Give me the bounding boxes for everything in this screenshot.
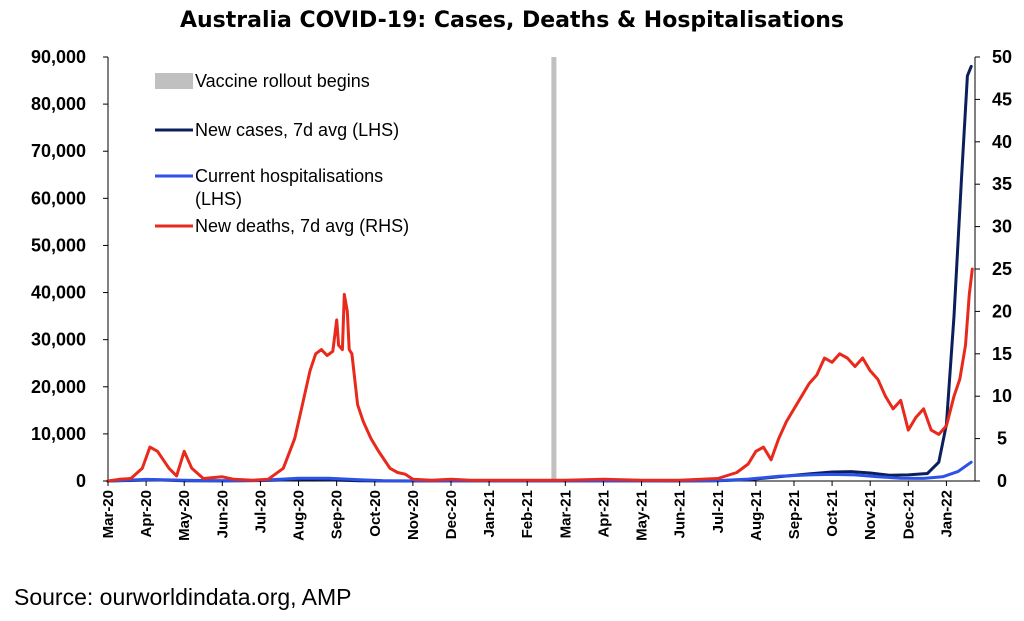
source-note: Source: ourworldindata.org, AMP: [14, 584, 352, 610]
x-tick-label: May-20: [176, 490, 193, 541]
y-right-tick-label: 20: [992, 301, 1012, 321]
x-tick-label: Oct-21: [824, 490, 841, 537]
x-tick-label: Jul-20: [252, 490, 269, 533]
y-right-tick-label: 50: [992, 47, 1012, 67]
x-tick-label: Dec-20: [443, 490, 460, 539]
x-tick-label: Aug-21: [748, 490, 765, 541]
legend-label-3: New deaths, 7d avg (RHS): [195, 216, 409, 236]
y-right-tick-label: 40: [992, 132, 1012, 152]
x-tick-label: Mar-21: [557, 490, 574, 538]
x-tick-label: Sep-20: [329, 490, 346, 539]
y-right-tick-label: 15: [992, 344, 1012, 364]
vaccine-rollout-line: [551, 57, 557, 481]
y-right-tick-label: 0: [997, 471, 1007, 491]
y-left-tick-label: 70,000: [31, 141, 86, 161]
y-right-tick-label: 30: [992, 217, 1012, 237]
legend-label-0: Vaccine rollout begins: [195, 71, 370, 91]
legend-label-1: New cases, 7d avg (LHS): [195, 120, 399, 140]
x-tick-label: Apr-21: [595, 490, 612, 538]
y-left-tick-label: 40,000: [31, 283, 86, 303]
x-tick-label: Oct-20: [367, 490, 384, 537]
x-tick-label: Mar-20: [100, 490, 117, 538]
y-left-tick-label: 60,000: [31, 188, 86, 208]
x-tick-label: Jun-20: [214, 490, 231, 538]
y-left-tick-label: 30,000: [31, 330, 86, 350]
y-left-tick-label: 90,000: [31, 47, 86, 67]
x-tick-label: Nov-20: [405, 490, 422, 540]
y-left-tick-label: 10,000: [31, 424, 86, 444]
vaccine-rollout-bar: [551, 57, 557, 481]
x-tick-label: Jan-22: [938, 490, 955, 538]
y-right-tick-label: 25: [992, 259, 1012, 279]
x-tick-label: Apr-20: [138, 490, 155, 538]
x-tick-label: Jun-21: [672, 490, 689, 538]
y-right-tick-label: 35: [992, 174, 1012, 194]
x-tick-label: Dec-21: [900, 490, 917, 539]
y-axis-right: 0 5 10 15 20 25 30 35 40 45 50: [975, 47, 1012, 491]
legend-label-2: Current hospitalisations (LHS): [195, 166, 383, 209]
legend-swatch-0: [155, 73, 193, 89]
chart-title: Australia COVID-19: Cases, Deaths & Hosp…: [180, 8, 844, 33]
x-tick-label: Aug-20: [291, 490, 308, 541]
y-left-tick-label: 80,000: [31, 94, 86, 114]
legend: Vaccine rollout begins New cases, 7d avg …: [155, 71, 409, 236]
x-tick-label: Jul-21: [710, 490, 727, 533]
x-tick-label: Feb-21: [519, 490, 536, 538]
x-tick-label: May-21: [634, 490, 651, 541]
y-left-tick-label: 0: [76, 471, 86, 491]
y-left-tick-label: 50,000: [31, 235, 86, 255]
y-left-tick-label: 20,000: [31, 377, 86, 397]
y-axis-left: 0 10,000 20,000 30,000 40,000 50,000 60,000 70,…: [31, 47, 108, 491]
y-right-tick-label: 10: [992, 386, 1012, 406]
y-right-tick-label: 45: [992, 89, 1012, 109]
series-line-2: [106, 267, 974, 483]
x-tick-label: Sep-21: [786, 490, 803, 539]
x-tick-label: Jan-21: [481, 490, 498, 538]
x-tick-label: Nov-21: [862, 490, 879, 540]
y-right-tick-label: 5: [997, 429, 1007, 449]
x-axis: Mar-20 Apr-20 May-20 Jun-20 Jul-20 Aug-20 Sep-…: [100, 481, 955, 541]
